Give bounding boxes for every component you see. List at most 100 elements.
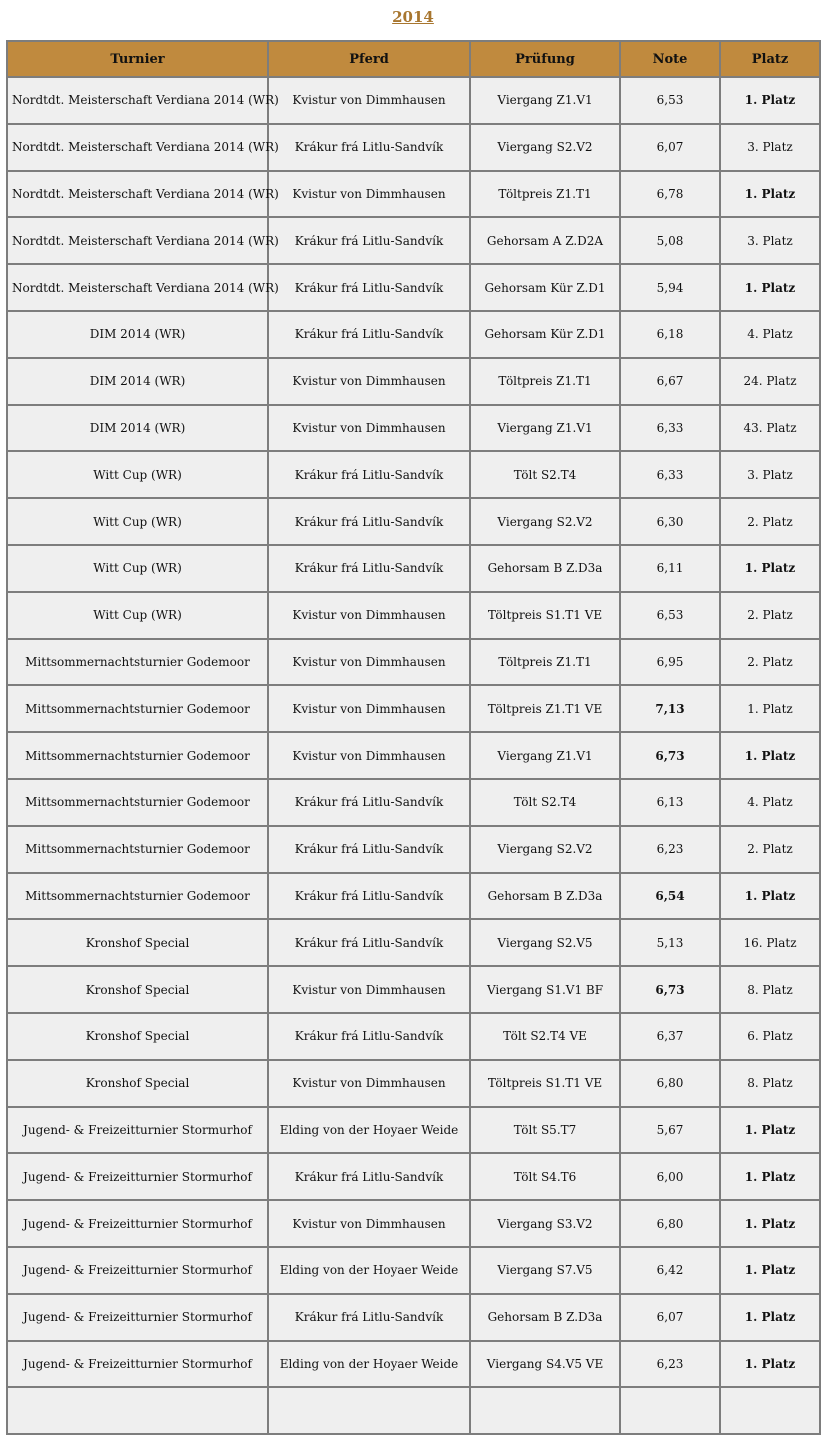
year-heading: 2014	[0, 0, 826, 34]
cell-platz: 8. Platz	[719, 1058, 821, 1108]
table-row: Mittsommernachtsturnier Godemoor Kvistur …	[6, 731, 821, 780]
cell-pferd: Krákur frá Litlu-Sandvík	[267, 216, 471, 266]
cell-pferd: Elding von der Hoyaer Weide	[267, 1105, 471, 1155]
table-row: Mittsommernachtsturnier Godemoor Krákur f…	[6, 871, 821, 921]
cell-note: 6,73	[619, 965, 721, 1014]
cell-pferd: Kvistur von Dimmhausen	[267, 590, 471, 640]
cell-pferd: Krákur frá Litlu-Sandvík	[267, 497, 471, 546]
cell-platz: 1. Platz	[719, 1199, 821, 1248]
cell-platz: 1. Platz	[719, 684, 821, 734]
cell-turnier: DIM 2014 (WR)	[6, 309, 269, 359]
cell-note: 6,23	[619, 1339, 721, 1389]
table-row: Nordtdt. Meisterschaft Verdiana 2014 (WR…	[6, 76, 821, 125]
cell-platz: 1. Platz	[719, 543, 821, 593]
table-row: Nordtdt. Meisterschaft Verdiana 2014 (WR…	[6, 263, 821, 312]
cell-note: 6,37	[619, 1011, 721, 1061]
cell-pruefung: Töltpreis Z1.T1	[469, 169, 621, 219]
cell-platz: 16. Platz	[719, 918, 821, 968]
cell-note: 6,11	[619, 543, 721, 593]
cell-note: 6,67	[619, 356, 721, 406]
table-row: DIM 2014 (WR) Kvistur von Dimmhausen Vierg…	[6, 403, 821, 453]
cell-pruefung: Gehorsam B Z.D3a	[469, 871, 621, 921]
cell-pruefung: Viergang S3.V2	[469, 1199, 621, 1248]
cell-note: 6,73	[619, 731, 721, 780]
cell-turnier: Jugend- & Freizeitturnier Stormurhof	[6, 1199, 269, 1248]
cell-turnier: Kronshof Special	[6, 965, 269, 1014]
cell-platz: 3. Platz	[719, 122, 821, 172]
cell-pruefung: Töltpreis Z1.T1 VE	[469, 684, 621, 734]
col-platz: Platz	[719, 40, 821, 78]
cell-pruefung: Töltpreis Z1.T1	[469, 356, 621, 406]
cell-note: 6,54	[619, 871, 721, 921]
cell-pruefung: Viergang S2.V5	[469, 918, 621, 968]
cell-pruefung: Viergang S2.V2	[469, 122, 621, 172]
cell-pferd: Kvistur von Dimmhausen	[267, 684, 471, 734]
cell-pferd: Krákur frá Litlu-Sandvík	[267, 871, 471, 921]
cell-note: 6,07	[619, 122, 721, 172]
cell-empty	[469, 1386, 621, 1436]
cell-turnier: Kronshof Special	[6, 1011, 269, 1061]
cell-pferd: Krákur frá Litlu-Sandvík	[267, 1292, 471, 1342]
cell-turnier: Witt Cup (WR)	[6, 497, 269, 546]
cell-note: 6,42	[619, 1245, 721, 1295]
cell-platz: 6. Platz	[719, 1011, 821, 1061]
cell-pferd: Kvistur von Dimmhausen	[267, 1199, 471, 1248]
cell-note: 5,94	[619, 263, 721, 312]
table-row: DIM 2014 (WR) Krákur frá Litlu-Sandvík Geh…	[6, 309, 821, 359]
table-row-partial	[6, 1386, 821, 1436]
table-row: Witt Cup (WR) Krákur frá Litlu-Sandvík Vie…	[6, 497, 821, 546]
table-row: DIM 2014 (WR) Kvistur von Dimmhausen Töltp…	[6, 356, 821, 406]
cell-platz: 1. Platz	[719, 263, 821, 312]
cell-pferd: Krákur frá Litlu-Sandvík	[267, 918, 471, 968]
cell-pruefung: Gehorsam B Z.D3a	[469, 1292, 621, 1342]
cell-note: 6,33	[619, 450, 721, 500]
cell-pferd: Krákur frá Litlu-Sandvík	[267, 122, 471, 172]
cell-platz: 1. Platz	[719, 731, 821, 780]
cell-pferd: Kvistur von Dimmhausen	[267, 965, 471, 1014]
cell-turnier: Jugend- & Freizeitturnier Stormurhof	[6, 1339, 269, 1389]
cell-turnier: Witt Cup (WR)	[6, 543, 269, 593]
cell-pruefung: Viergang Z1.V1	[469, 403, 621, 453]
cell-pruefung: Viergang S2.V2	[469, 497, 621, 546]
cell-pruefung: Tölt S2.T4 VE	[469, 1011, 621, 1061]
table-row: Jugend- & Freizeitturnier Stormurhof Eldi…	[6, 1339, 821, 1389]
table-row: Mittsommernachtsturnier Godemoor Kvistur …	[6, 684, 821, 734]
cell-turnier: Kronshof Special	[6, 1058, 269, 1108]
cell-note: 6,53	[619, 590, 721, 640]
cell-turnier: Nordtdt. Meisterschaft Verdiana 2014 (WR…	[6, 76, 279, 125]
cell-platz: 2. Platz	[719, 637, 821, 687]
cell-note: 6,00	[619, 1152, 721, 1202]
cell-pruefung: Tölt S5.T7	[469, 1105, 621, 1155]
year-link[interactable]: 2014	[392, 8, 434, 26]
table-row: Nordtdt. Meisterschaft Verdiana 2014 (WR…	[6, 169, 821, 219]
cell-platz: 2. Platz	[719, 824, 821, 874]
cell-pruefung: Töltpreis Z1.T1	[469, 637, 621, 687]
cell-turnier: Nordtdt. Meisterschaft Verdiana 2014 (WR…	[6, 263, 279, 312]
cell-note: 6,80	[619, 1058, 721, 1108]
cell-note: 6,07	[619, 1292, 721, 1342]
table-row: Jugend- & Freizeitturnier Stormurhof Krák…	[6, 1292, 821, 1342]
table-header: Turnier Pferd Prüfung Note Platz	[6, 40, 821, 78]
cell-note: 5,08	[619, 216, 721, 266]
cell-turnier: DIM 2014 (WR)	[6, 356, 269, 406]
cell-pruefung: Gehorsam Kür Z.D1	[469, 309, 621, 359]
cell-pferd: Elding von der Hoyaer Weide	[267, 1339, 471, 1389]
cell-turnier: Witt Cup (WR)	[6, 590, 269, 640]
table-row: Mittsommernachtsturnier Godemoor Krákur f…	[6, 777, 821, 827]
cell-pruefung: Gehorsam B Z.D3a	[469, 543, 621, 593]
cell-pferd: Krákur frá Litlu-Sandvík	[267, 450, 471, 500]
cell-turnier: Jugend- & Freizeitturnier Stormurhof	[6, 1292, 269, 1342]
cell-platz: 8. Platz	[719, 965, 821, 1014]
cell-pruefung: Viergang Z1.V1	[469, 731, 621, 780]
cell-pferd: Krákur frá Litlu-Sandvík	[267, 1011, 471, 1061]
cell-platz: 24. Platz	[719, 356, 821, 406]
cell-pferd: Krákur frá Litlu-Sandvík	[267, 543, 471, 593]
cell-empty	[619, 1386, 721, 1436]
cell-pferd: Kvistur von Dimmhausen	[267, 76, 471, 125]
cell-platz: 2. Platz	[719, 497, 821, 546]
cell-turnier: DIM 2014 (WR)	[6, 403, 269, 453]
table-row: Nordtdt. Meisterschaft Verdiana 2014 (WR…	[6, 216, 821, 266]
col-turnier: Turnier	[6, 40, 269, 78]
cell-note: 5,13	[619, 918, 721, 968]
cell-turnier: Nordtdt. Meisterschaft Verdiana 2014 (WR…	[6, 122, 279, 172]
